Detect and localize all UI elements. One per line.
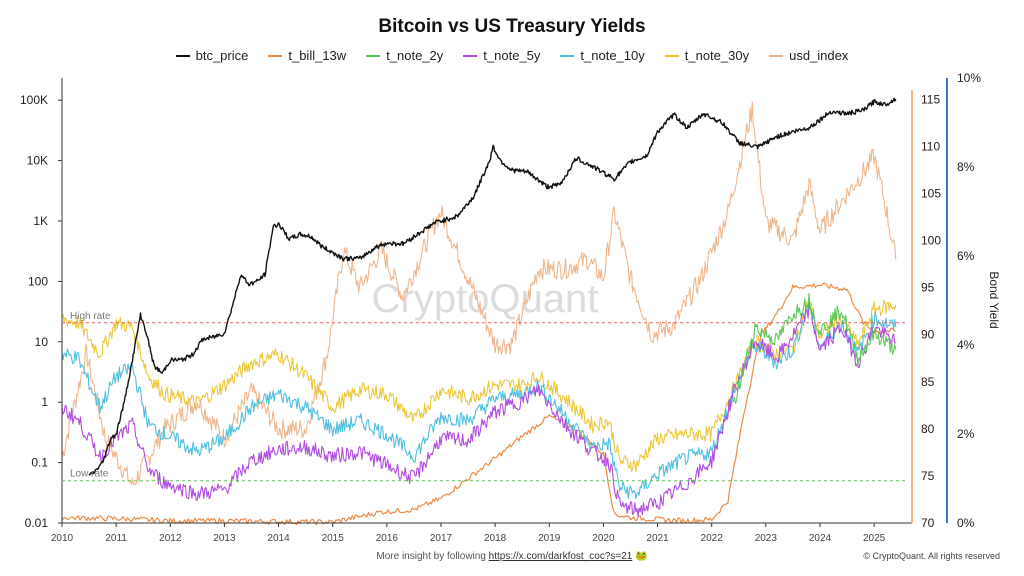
y-tick-label: 10K [27, 154, 48, 168]
yield-tick-label: 4% [957, 338, 975, 352]
x-tick-label: 2023 [755, 533, 778, 544]
series-btc_price [88, 97, 897, 476]
yield-tick-label: 10% [957, 71, 981, 85]
footer-note: More insight by following https://x.com/… [0, 551, 1024, 562]
x-tick-label: 2025 [863, 533, 886, 544]
x-tick-label: 2015 [322, 533, 345, 544]
legend-item-t_note_5y[interactable]: t_note_5y [463, 48, 540, 63]
x-tick-label: 2017 [430, 533, 453, 544]
series-t_note_10y [61, 306, 897, 500]
usd-tick-label: 90 [921, 328, 935, 342]
y-tick-label: 1K [33, 214, 48, 228]
legend-swatch [664, 54, 679, 57]
x-tick-label: 2011 [105, 533, 127, 544]
usd-tick-label: 105 [921, 187, 941, 201]
yield-tick-label: 0% [957, 516, 975, 530]
legend-swatch [463, 54, 478, 57]
y-tick-label: 10 [35, 335, 49, 349]
series-t_note_2y [732, 292, 897, 404]
legend-swatch [366, 54, 381, 57]
x-tick-label: 2014 [267, 533, 290, 544]
high-rate-label: High rate [70, 311, 111, 322]
x-tick-label: 2016 [376, 533, 399, 544]
usd-tick-label: 75 [921, 469, 935, 483]
legend-swatch [268, 54, 283, 57]
usd-tick-label: 100 [921, 234, 941, 248]
legend-swatch [769, 54, 784, 57]
y-tick-label: 1 [41, 395, 48, 409]
x-tick-label: 2012 [159, 533, 182, 544]
legend-label: t_note_10y [580, 48, 645, 63]
legend-item-t_bill_13w[interactable]: t_bill_13w [268, 48, 346, 63]
usd-tick-label: 110 [921, 139, 940, 153]
footer-link[interactable]: https://x.com/darkfost_coc?s=21 [488, 551, 633, 562]
x-tick-label: 2010 [51, 533, 74, 544]
y-tick-label: 100 [28, 274, 48, 288]
x-tick-label: 2022 [701, 533, 724, 544]
yield-axis-title: Bond Yield [987, 271, 1001, 328]
low-rate-label: Low rate [70, 469, 109, 480]
legend-item-t_note_10y[interactable]: t_note_10y [560, 48, 645, 63]
y-tick-label: 0.01 [25, 516, 49, 530]
legend-label: t_bill_13w [288, 48, 347, 63]
y-tick-label: 0.1 [31, 456, 48, 470]
usd-tick-label: 95 [921, 281, 935, 295]
legend-item-btc_price[interactable]: btc_price [175, 48, 249, 63]
x-tick-label: 2013 [213, 533, 236, 544]
usd-tick-label: 80 [921, 422, 935, 436]
yield-tick-label: 8% [957, 160, 975, 174]
x-tick-label: 2020 [592, 533, 615, 544]
x-tick-label: 2019 [538, 533, 561, 544]
y-tick-label: 100K [20, 93, 48, 107]
legend-swatch [560, 54, 575, 57]
legend-item-usd_index[interactable]: usd_index [769, 48, 848, 63]
legend: btc_price t_bill_13w t_note_2y t_note_5y t_n… [0, 48, 1024, 63]
chart-title: Bitcoin vs US Treasury Yields [378, 16, 646, 37]
x-tick-label: 2021 [646, 533, 669, 544]
legend-item-t_note_2y[interactable]: t_note_2y [366, 48, 443, 63]
x-tick-label: 2024 [809, 533, 832, 544]
copyright: © CryptoQuant. All rights reserved [863, 551, 1000, 561]
series-t_note_5y [61, 303, 896, 517]
legend-label: t_note_30y [684, 48, 750, 63]
legend-label: usd_index [789, 48, 849, 63]
usd-tick-label: 70 [921, 516, 935, 530]
x-tick-label: 2018 [484, 533, 507, 544]
legend-label: t_note_5y [483, 48, 541, 63]
series-t_note_30y [61, 299, 897, 473]
usd-tick-label: 85 [921, 375, 935, 389]
frog-emoji-icon: 🐸 [635, 551, 648, 562]
usd-tick-label: 115 [921, 92, 940, 106]
legend-swatch [175, 54, 190, 57]
yield-tick-label: 2% [957, 427, 975, 441]
legend-label: t_note_2y [386, 48, 444, 63]
legend-label: btc_price [195, 48, 249, 63]
footer-prefix: More insight by following [376, 551, 486, 562]
legend-item-t_note_30y[interactable]: t_note_30y [664, 48, 750, 63]
yield-tick-label: 6% [957, 249, 975, 263]
